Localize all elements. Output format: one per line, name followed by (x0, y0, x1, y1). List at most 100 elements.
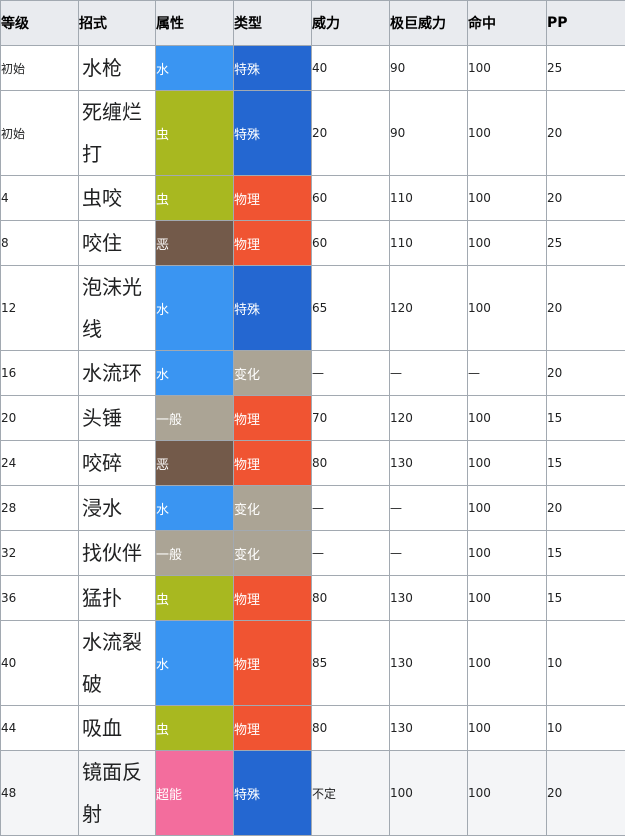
cell-power: — (311, 350, 390, 396)
cell-move[interactable]: 找伙伴 (78, 530, 156, 576)
cell-category: 特殊 (233, 265, 312, 351)
cell-max-power: 120 (389, 265, 468, 351)
cell-type: 虫 (155, 705, 234, 751)
cell-move[interactable]: 浸水 (78, 485, 156, 531)
cell-category: 物理 (233, 620, 312, 706)
cell-max-power: 110 (389, 220, 468, 266)
table-row: 48 镜面反射 超能 特殊 不定 100 100 20 (0, 750, 625, 836)
cell-pp: 10 (546, 705, 625, 751)
cell-type: 虫 (155, 175, 234, 221)
cell-max-power: — (389, 350, 468, 396)
cell-power: 80 (311, 575, 390, 621)
cell-level: 8 (0, 220, 79, 266)
cell-level: 12 (0, 265, 79, 351)
cell-accuracy: — (467, 350, 547, 396)
cell-pp: 20 (546, 350, 625, 396)
cell-max-power: 130 (389, 440, 468, 486)
cell-accuracy: 100 (467, 175, 547, 221)
cell-type: 水 (155, 350, 234, 396)
cell-power: 65 (311, 265, 390, 351)
cell-max-power: 120 (389, 395, 468, 441)
cell-power: 60 (311, 220, 390, 266)
cell-move[interactable]: 虫咬 (78, 175, 156, 221)
cell-type: 虫 (155, 90, 234, 176)
cell-move[interactable]: 头锤 (78, 395, 156, 441)
cell-type: 超能 (155, 750, 234, 836)
cell-max-power: 90 (389, 90, 468, 176)
cell-category: 物理 (233, 175, 312, 221)
cell-move[interactable]: 镜面反射 (78, 750, 156, 836)
cell-max-power: 110 (389, 175, 468, 221)
cell-level: 16 (0, 350, 79, 396)
header-level[interactable]: 等级 (0, 0, 79, 46)
table-row: 24 咬碎恶物理 80 130 100 15 (0, 440, 625, 486)
header-type[interactable]: 属性 (155, 0, 234, 46)
cell-accuracy: 100 (467, 620, 547, 706)
cell-level: 24 (0, 440, 79, 486)
cell-move[interactable]: 水流环 (78, 350, 156, 396)
table-row: 12 泡沫光线水特殊 65 120 100 20 (0, 265, 625, 351)
cell-accuracy: 100 (467, 705, 547, 751)
cell-accuracy: 100 (467, 440, 547, 486)
cell-category: 物理 (233, 220, 312, 266)
table-row: 40 水流裂破水物理 85 130 100 10 (0, 620, 625, 706)
table-row: 32 找伙伴 一般 变化 — —100 15 (0, 530, 625, 576)
cell-move[interactable]: 吸血 (78, 705, 156, 751)
cell-category: 变化 (233, 530, 312, 576)
cell-type: 恶 (155, 440, 234, 486)
cell-category: 变化 (233, 350, 312, 396)
cell-move[interactable]: 猛扑 (78, 575, 156, 621)
cell-level: 4 (0, 175, 79, 221)
cell-accuracy: 100 (467, 575, 547, 621)
header-move[interactable]: 招式 (78, 0, 156, 46)
cell-power: 60 (311, 175, 390, 221)
cell-pp: 20 (546, 265, 625, 351)
cell-level: 36 (0, 575, 79, 621)
table-row: 28 浸水水变化 — —100 20 (0, 485, 625, 531)
cell-power: 70 (311, 395, 390, 441)
table-row: 20 头锤 一般 物理 70 120 100 15 (0, 395, 625, 441)
cell-category: 物理 (233, 705, 312, 751)
cell-pp: 15 (546, 575, 625, 621)
cell-category: 特殊 (233, 90, 312, 176)
cell-level: 初始 (0, 90, 79, 176)
header-category[interactable]: 类型 (233, 0, 312, 46)
cell-type: 水 (155, 45, 234, 91)
cell-type: 恶 (155, 220, 234, 266)
cell-level: 28 (0, 485, 79, 531)
cell-max-power: — (389, 530, 468, 576)
cell-level: 44 (0, 705, 79, 751)
cell-power: 不定 (311, 750, 390, 836)
header-power[interactable]: 威力 (311, 0, 390, 46)
cell-type: 水 (155, 620, 234, 706)
cell-max-power: 100 (389, 750, 468, 836)
cell-type: 水 (155, 485, 234, 531)
cell-category: 物理 (233, 575, 312, 621)
cell-move[interactable]: 水流裂破 (78, 620, 156, 706)
cell-power: 40 (311, 45, 390, 91)
header-max-power[interactable]: 极巨威力 (389, 0, 468, 46)
cell-accuracy: 100 (467, 485, 547, 531)
header-accuracy[interactable]: 命中 (467, 0, 547, 46)
cell-power: 20 (311, 90, 390, 176)
table-row: 36 猛扑虫物理 80 130 100 15 (0, 575, 625, 621)
table-row: 4 虫咬虫物理 60 110 100 20 (0, 175, 625, 221)
cell-type: 虫 (155, 575, 234, 621)
cell-max-power: — (389, 485, 468, 531)
cell-level: 32 (0, 530, 79, 576)
table-row: 8 咬住恶物理 60 110 100 25 (0, 220, 625, 266)
cell-accuracy: 100 (467, 750, 547, 836)
cell-move[interactable]: 泡沫光线 (78, 265, 156, 351)
cell-move[interactable]: 水枪 (78, 45, 156, 91)
cell-pp: 25 (546, 220, 625, 266)
cell-move[interactable]: 死缠烂打 (78, 90, 156, 176)
cell-type: 一般 (155, 530, 234, 576)
cell-move[interactable]: 咬碎 (78, 440, 156, 486)
cell-pp: 20 (546, 485, 625, 531)
cell-pp: 10 (546, 620, 625, 706)
cell-max-power: 130 (389, 620, 468, 706)
header-pp[interactable]: PP (546, 0, 625, 46)
cell-move[interactable]: 咬住 (78, 220, 156, 266)
cell-accuracy: 100 (467, 45, 547, 91)
